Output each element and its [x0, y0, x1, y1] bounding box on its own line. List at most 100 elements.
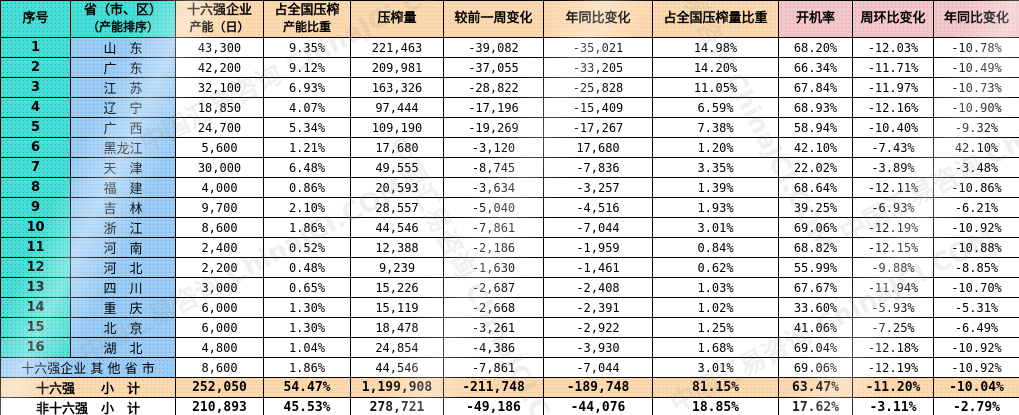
value-cell: 44,546	[350, 217, 444, 238]
table-row: 15 北 京 6,000 1.30% 18,478 -3,261 -2,922 1.25% 41…	[0, 317, 1019, 338]
summary-label: 非十六强 小 计	[0, 397, 176, 415]
value-cell: 7.38%	[652, 117, 779, 138]
row-serial: 13	[0, 277, 71, 298]
value-cell: 69.06%	[778, 357, 853, 378]
summary-value-cell: -10.04%	[933, 377, 1019, 398]
value-cell: 9,700	[175, 197, 264, 218]
row-serial: 4	[0, 97, 71, 118]
value-cell: 1.20%	[652, 137, 779, 158]
value-cell: -7,044	[543, 357, 653, 378]
value-cell: 42,200	[175, 57, 264, 78]
value-cell: -3.48%	[933, 157, 1019, 178]
summary-value-cell: 17.62%	[778, 397, 853, 415]
value-cell: 221,463	[350, 37, 444, 58]
value-cell: 4.07%	[263, 97, 351, 118]
table-row-other-provinces: 十六强企业 其 他 省 市 8,600 1.86% 44,546 -7,861 -7,04…	[0, 357, 1019, 378]
value-cell: 42.10%	[778, 137, 853, 158]
value-cell: 0.84%	[652, 237, 779, 258]
value-cell: 0.86%	[263, 177, 351, 198]
value-cell: -33,205	[543, 57, 653, 78]
value-cell: -7.25%	[852, 317, 934, 338]
value-cell: -2,186	[443, 237, 544, 258]
value-cell: 109,190	[350, 117, 444, 138]
value-cell: 1.86%	[263, 357, 351, 378]
province-cell: 重 庆	[70, 297, 176, 318]
row-serial: 7	[0, 157, 71, 178]
value-cell: 0.65%	[263, 277, 351, 298]
value-cell: 1.86%	[263, 217, 351, 238]
summary-row: 非十六强 小 计 210,893 45.53% 278,721 -49,186 -44,0…	[0, 397, 1019, 415]
col-header-week-change: 较前一周变化	[443, 0, 544, 38]
value-cell: 67.67%	[778, 277, 853, 298]
value-cell: -2,668	[443, 297, 544, 318]
value-cell: 6.93%	[263, 77, 351, 98]
value-cell: 9,239	[350, 257, 444, 278]
value-cell: -5.93%	[852, 297, 934, 318]
province-cell: 河 南	[70, 237, 176, 258]
col-header-province: 省（市、区） （产能排序）	[70, 0, 176, 38]
province-cell: 河 北	[70, 257, 176, 278]
row-serial: 10	[0, 217, 71, 238]
table-row: 11 河 南 2,400 0.52% 12,388 -2,186 -1,959 0.84% 68…	[0, 237, 1019, 258]
col-header-rate-wow-change: 周环比变化	[852, 0, 934, 38]
value-cell: -2,391	[543, 297, 653, 318]
province-cell: 浙 江	[70, 217, 176, 238]
table-row: 13 四 川 3,000 0.65% 15,226 -2,687 -2,408 1.03% 67…	[0, 277, 1019, 298]
value-cell: -1,959	[543, 237, 653, 258]
value-cell: -3,930	[543, 337, 653, 358]
value-cell: -10.92%	[933, 357, 1019, 378]
value-cell: -12.03%	[852, 37, 934, 58]
col-header-serial: 序号	[0, 0, 71, 38]
value-cell: -2,408	[543, 277, 653, 298]
value-cell: 1.25%	[652, 317, 779, 338]
value-cell: -9.88%	[852, 257, 934, 278]
value-cell: -10.70%	[933, 277, 1019, 298]
col-header-rate-yoy-change: 年同比变化	[933, 0, 1019, 38]
value-cell: 209,981	[350, 57, 444, 78]
value-cell: 9.35%	[263, 37, 351, 58]
value-cell: -4,516	[543, 197, 653, 218]
value-cell: -12.11%	[852, 177, 934, 198]
table-row: 12 河 北 2,200 0.48% 9,239 -1,630 -1,461 0.62% 55.…	[0, 257, 1019, 278]
col-header-crush-share: 占全国压榨量比重	[652, 0, 779, 38]
value-cell: -7,861	[443, 217, 544, 238]
value-cell: 17,680	[543, 137, 653, 158]
value-cell: 0.62%	[652, 257, 779, 278]
value-cell: -19,269	[443, 117, 544, 138]
value-cell: 15,119	[350, 297, 444, 318]
col-header-crush-volume: 压榨量	[350, 0, 444, 38]
value-cell: -2,687	[443, 277, 544, 298]
value-cell: 1.04%	[263, 337, 351, 358]
row-serial: 11	[0, 237, 71, 258]
province-cell: 吉 林	[70, 197, 176, 218]
summary-value-cell: 54.47%	[263, 377, 351, 398]
summary-value-cell: 210,893	[175, 397, 264, 415]
province-cell: 辽 宁	[70, 97, 176, 118]
value-cell: -10.40%	[852, 117, 934, 138]
summary-value-cell: -49,186	[443, 397, 544, 415]
value-cell: -7,836	[543, 157, 653, 178]
value-cell: -6.21%	[933, 197, 1019, 218]
value-cell: 1.93%	[652, 197, 779, 218]
value-cell: -3.89%	[852, 157, 934, 178]
value-cell: 1.30%	[263, 317, 351, 338]
value-cell: 68.93%	[778, 97, 853, 118]
summary-value-cell: 63.47%	[778, 377, 853, 398]
value-cell: 1.30%	[263, 297, 351, 318]
col-header-operating-rate: 开机率	[778, 0, 853, 38]
value-cell: -1,630	[443, 257, 544, 278]
value-cell: 3,000	[175, 277, 264, 298]
value-cell: -25,828	[543, 77, 653, 98]
province-cell: 天 津	[70, 157, 176, 178]
value-cell: -12.19%	[852, 217, 934, 238]
summary-value-cell: -189,748	[543, 377, 653, 398]
value-cell: 22.02%	[778, 157, 853, 178]
value-cell: 8,600	[175, 357, 264, 378]
summary-value-cell: 1,199,908	[350, 377, 444, 398]
table-row: 14 重 庆 6,000 1.30% 15,119 -2,668 -2,391 1.02% 33…	[0, 297, 1019, 318]
value-cell: 15,226	[350, 277, 444, 298]
province-cell: 广 西	[70, 117, 176, 138]
